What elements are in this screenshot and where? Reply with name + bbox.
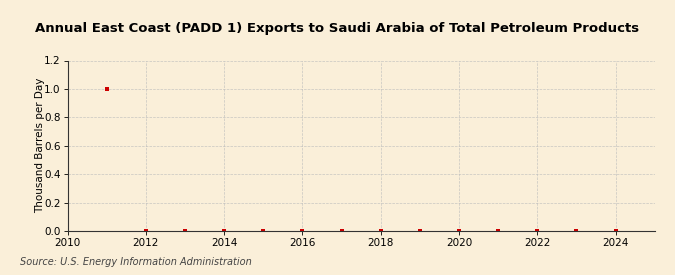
Y-axis label: Thousand Barrels per Day: Thousand Barrels per Day [35,78,45,213]
Text: Annual East Coast (PADD 1) Exports to Saudi Arabia of Total Petroleum Products: Annual East Coast (PADD 1) Exports to Sa… [35,22,639,35]
Text: Source: U.S. Energy Information Administration: Source: U.S. Energy Information Administ… [20,257,252,267]
